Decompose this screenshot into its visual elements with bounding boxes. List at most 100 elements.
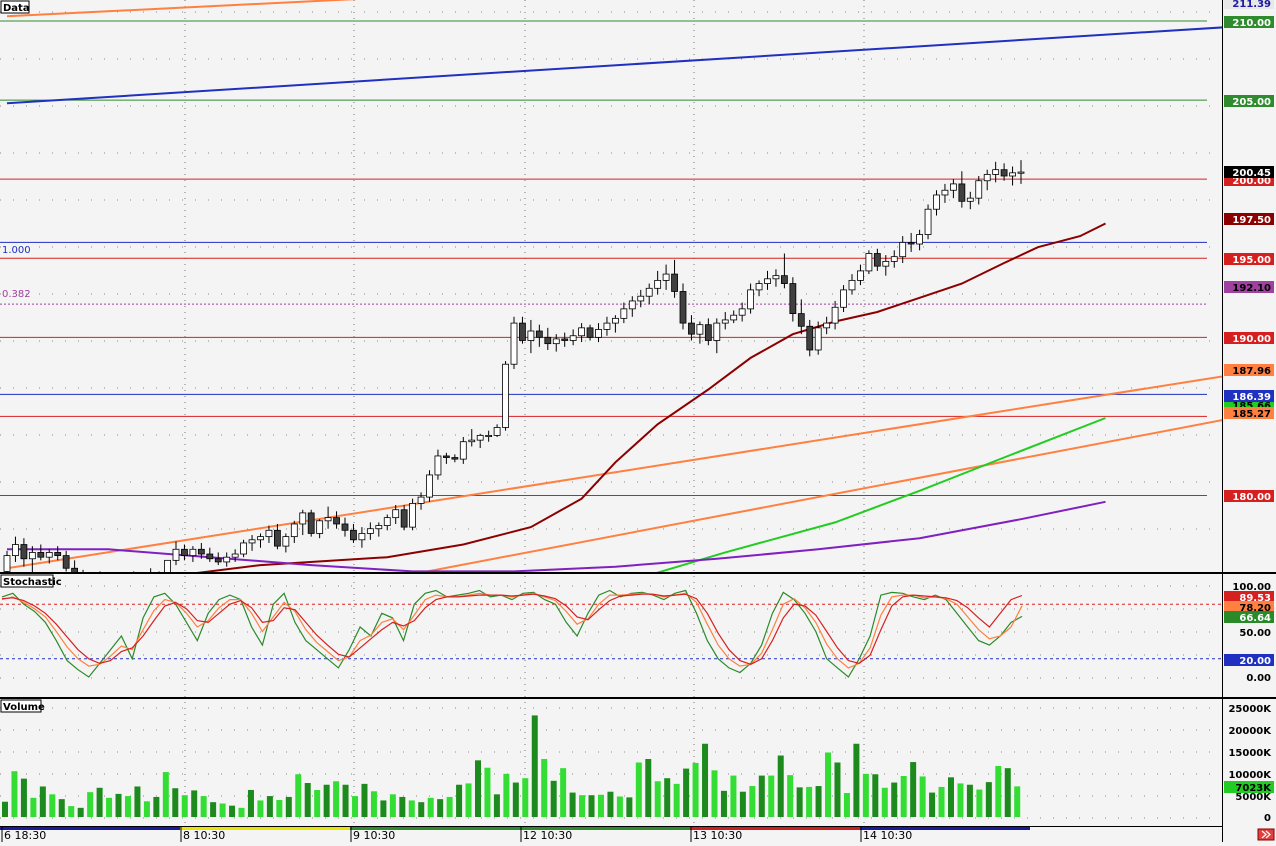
candle-body[interactable] [214, 558, 222, 563]
volume-bar[interactable] [664, 778, 671, 817]
candle-body[interactable] [747, 289, 754, 310]
candle-body[interactable] [417, 496, 425, 504]
volume-bar[interactable] [2, 801, 8, 817]
moving-average-line[interactable] [582, 417, 1106, 594]
candle-body[interactable] [1000, 169, 1008, 177]
volume-bar[interactable] [531, 715, 538, 817]
stochastic-line[interactable] [1, 592, 1023, 669]
candle-body[interactable] [730, 314, 738, 321]
volume-bar[interactable] [352, 796, 359, 817]
candle-body[interactable] [392, 509, 400, 519]
volume-bar[interactable] [77, 807, 84, 817]
volume-bar[interactable] [569, 792, 576, 817]
candle-body[interactable] [975, 180, 983, 199]
volume-bar[interactable] [834, 762, 841, 818]
volume-bar[interactable] [626, 797, 633, 817]
volume-bar[interactable] [285, 796, 292, 817]
price-label[interactable]: 185.66 [1232, 401, 1271, 412]
candle-body[interactable] [510, 322, 518, 365]
price-label[interactable]: 210.00 [1232, 18, 1271, 29]
volume-bar[interactable] [815, 786, 822, 817]
candle-body[interactable] [468, 439, 476, 443]
volume-bar[interactable] [522, 778, 529, 817]
candle-body[interactable] [282, 536, 290, 547]
candle-body[interactable] [37, 552, 45, 558]
candle-body[interactable] [45, 552, 53, 558]
volume-bar[interactable] [512, 782, 519, 817]
volume-bar[interactable] [900, 776, 907, 817]
price-label[interactable]: 211.39 [1232, 0, 1271, 10]
candle-body[interactable] [916, 234, 923, 245]
candle-body[interactable] [806, 325, 814, 351]
volume-bar[interactable] [579, 795, 586, 817]
volume-bar[interactable] [49, 794, 56, 817]
candle-body[interactable] [882, 261, 890, 267]
volume-bar[interactable] [560, 768, 567, 817]
volume-bar[interactable] [881, 787, 888, 817]
volume-bar[interactable] [191, 790, 198, 817]
trend-line[interactable] [311, 405, 1276, 593]
volume-bar[interactable] [711, 770, 718, 817]
candle-body[interactable] [662, 273, 670, 281]
candle-body[interactable] [873, 253, 881, 267]
candle-body[interactable] [569, 335, 577, 341]
volume-bar[interactable] [87, 792, 94, 817]
price-label[interactable]: 197.50 [1232, 215, 1271, 226]
candle-body[interactable] [713, 322, 721, 341]
candle-body[interactable] [476, 434, 484, 441]
volume-bar[interactable] [995, 765, 1002, 817]
candle-body[interactable] [645, 287, 653, 297]
price-pane-title[interactable]: Data [3, 3, 30, 14]
volume-bar[interactable] [1014, 786, 1021, 817]
volume-bar[interactable] [948, 777, 954, 817]
candle-body[interactable] [248, 539, 256, 544]
candle-body[interactable] [654, 279, 662, 289]
volume-bar[interactable] [758, 775, 765, 817]
volume-bar[interactable] [976, 789, 983, 817]
price-label[interactable]: 180.00 [1232, 492, 1271, 503]
candle-body[interactable] [924, 208, 932, 235]
candle-body[interactable] [764, 278, 771, 284]
volume-bar[interactable] [342, 784, 349, 817]
candle-body[interactable] [755, 283, 763, 291]
candle-body[interactable] [831, 306, 839, 324]
candle-body[interactable] [231, 553, 239, 558]
volume-bar[interactable] [957, 783, 964, 817]
candle-body[interactable] [28, 552, 36, 560]
volume-bar[interactable] [380, 800, 387, 817]
volume-bar[interactable] [408, 800, 415, 817]
volume-pane-title[interactable]: Volume [3, 702, 45, 713]
volume-bar[interactable] [919, 776, 926, 817]
candle-body[interactable] [933, 194, 940, 210]
volume-bar[interactable] [720, 790, 727, 817]
candle-body[interactable] [704, 324, 712, 341]
volume-bar[interactable] [985, 782, 992, 817]
candle-body[interactable] [257, 536, 264, 541]
candle-body[interactable] [426, 474, 433, 498]
volume-bar[interactable] [58, 799, 65, 817]
candle-body[interactable] [527, 330, 535, 341]
trend-line[interactable] [6, 364, 1276, 570]
candle-body[interactable] [316, 520, 324, 534]
price-label[interactable]: 195.00 [1232, 255, 1271, 266]
volume-bar[interactable] [247, 789, 254, 817]
volume-bar[interactable] [645, 759, 652, 817]
candle-body[interactable] [181, 548, 188, 557]
volume-bar[interactable] [399, 796, 406, 817]
volume-bar[interactable] [749, 786, 756, 817]
volume-bar[interactable] [929, 792, 936, 817]
candle-body[interactable] [950, 183, 957, 191]
candle-body[interactable] [1017, 171, 1025, 174]
volume-bar[interactable] [266, 796, 273, 817]
candle-body[interactable] [62, 555, 70, 569]
candle-body[interactable] [164, 559, 171, 587]
price-label[interactable]: 186.39 [1232, 392, 1271, 403]
candle-body[interactable] [400, 509, 408, 528]
candle-body[interactable] [561, 338, 569, 341]
volume-bar[interactable] [295, 774, 302, 817]
candle-body[interactable] [595, 329, 602, 338]
candle-body[interactable] [721, 319, 729, 324]
volume-bar[interactable] [143, 801, 150, 817]
candle-body[interactable] [865, 253, 873, 272]
candle-body[interactable] [688, 322, 695, 335]
